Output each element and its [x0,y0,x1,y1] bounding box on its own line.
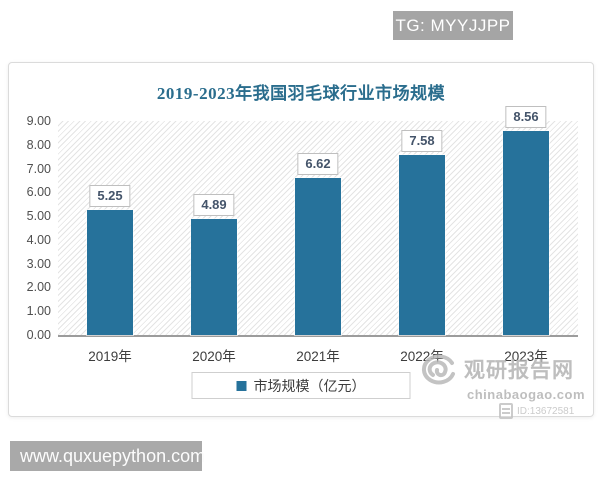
y-tick-label: 6.00 [26,185,51,200]
bar-2022年 [399,154,445,335]
y-tick-label: 7.00 [26,161,51,176]
chart-legend: 市场规模（亿元） [191,372,411,399]
watermark-domain: chinabaogao.com [467,387,586,402]
watermark-seal-icon [499,403,513,419]
bar-2019年 [87,210,133,335]
bar-2020年 [191,218,237,335]
y-tick-label: 1.00 [26,304,51,319]
y-tick-label: 5.00 [26,209,51,224]
legend-label: 市场规模（亿元） [253,377,366,394]
y-tick-label: 8.00 [26,137,51,152]
chart-card: 2019-2023年我国羽毛球行业市场规模 0.00 1.00 2.00 3.00 4.… [8,62,594,419]
watermark-id: ID:13672581 [517,405,575,417]
x-tick-label: 2023年 [504,349,548,364]
y-tick-label: 3.00 [26,256,51,271]
x-tick-label: 2022年 [400,349,444,364]
x-tick-label: 2020年 [192,349,236,364]
y-axis: 0.00 1.00 2.00 3.00 4.00 5.00 6.00 7.00 8.00 9.00 [11,114,51,342]
chart-title: 2019-2023年我国羽毛球行业市场规模 [156,84,446,103]
bar-value-label: 8.56 [505,106,547,129]
y-tick-label: 4.00 [26,232,51,247]
x-axis: 2019年 2020年 2021年 2022年 2023年 [58,345,578,365]
y-tick-label: 0.00 [26,328,51,342]
bar-value-label: 5.25 [89,185,131,208]
site-url-badge: www.quxuepython.com [10,441,205,471]
x-tick-label: 2019年 [88,349,132,364]
plot-area: 5.25 4.89 6.62 7.58 8.56 [58,106,578,337]
x-tick-label: 2021年 [296,349,340,364]
y-tick-label: 9.00 [26,114,51,128]
bar-2023年 [503,131,549,335]
bar-value-label: 4.89 [193,193,235,216]
legend-swatch-icon [236,380,247,391]
y-tick-label: 2.00 [26,280,51,295]
tg-contact-badge: TG: MYYJJPP [393,11,513,40]
bar-value-label: 7.58 [401,129,443,152]
bar-value-label: 6.62 [297,152,339,175]
bar-2021年 [295,177,341,335]
